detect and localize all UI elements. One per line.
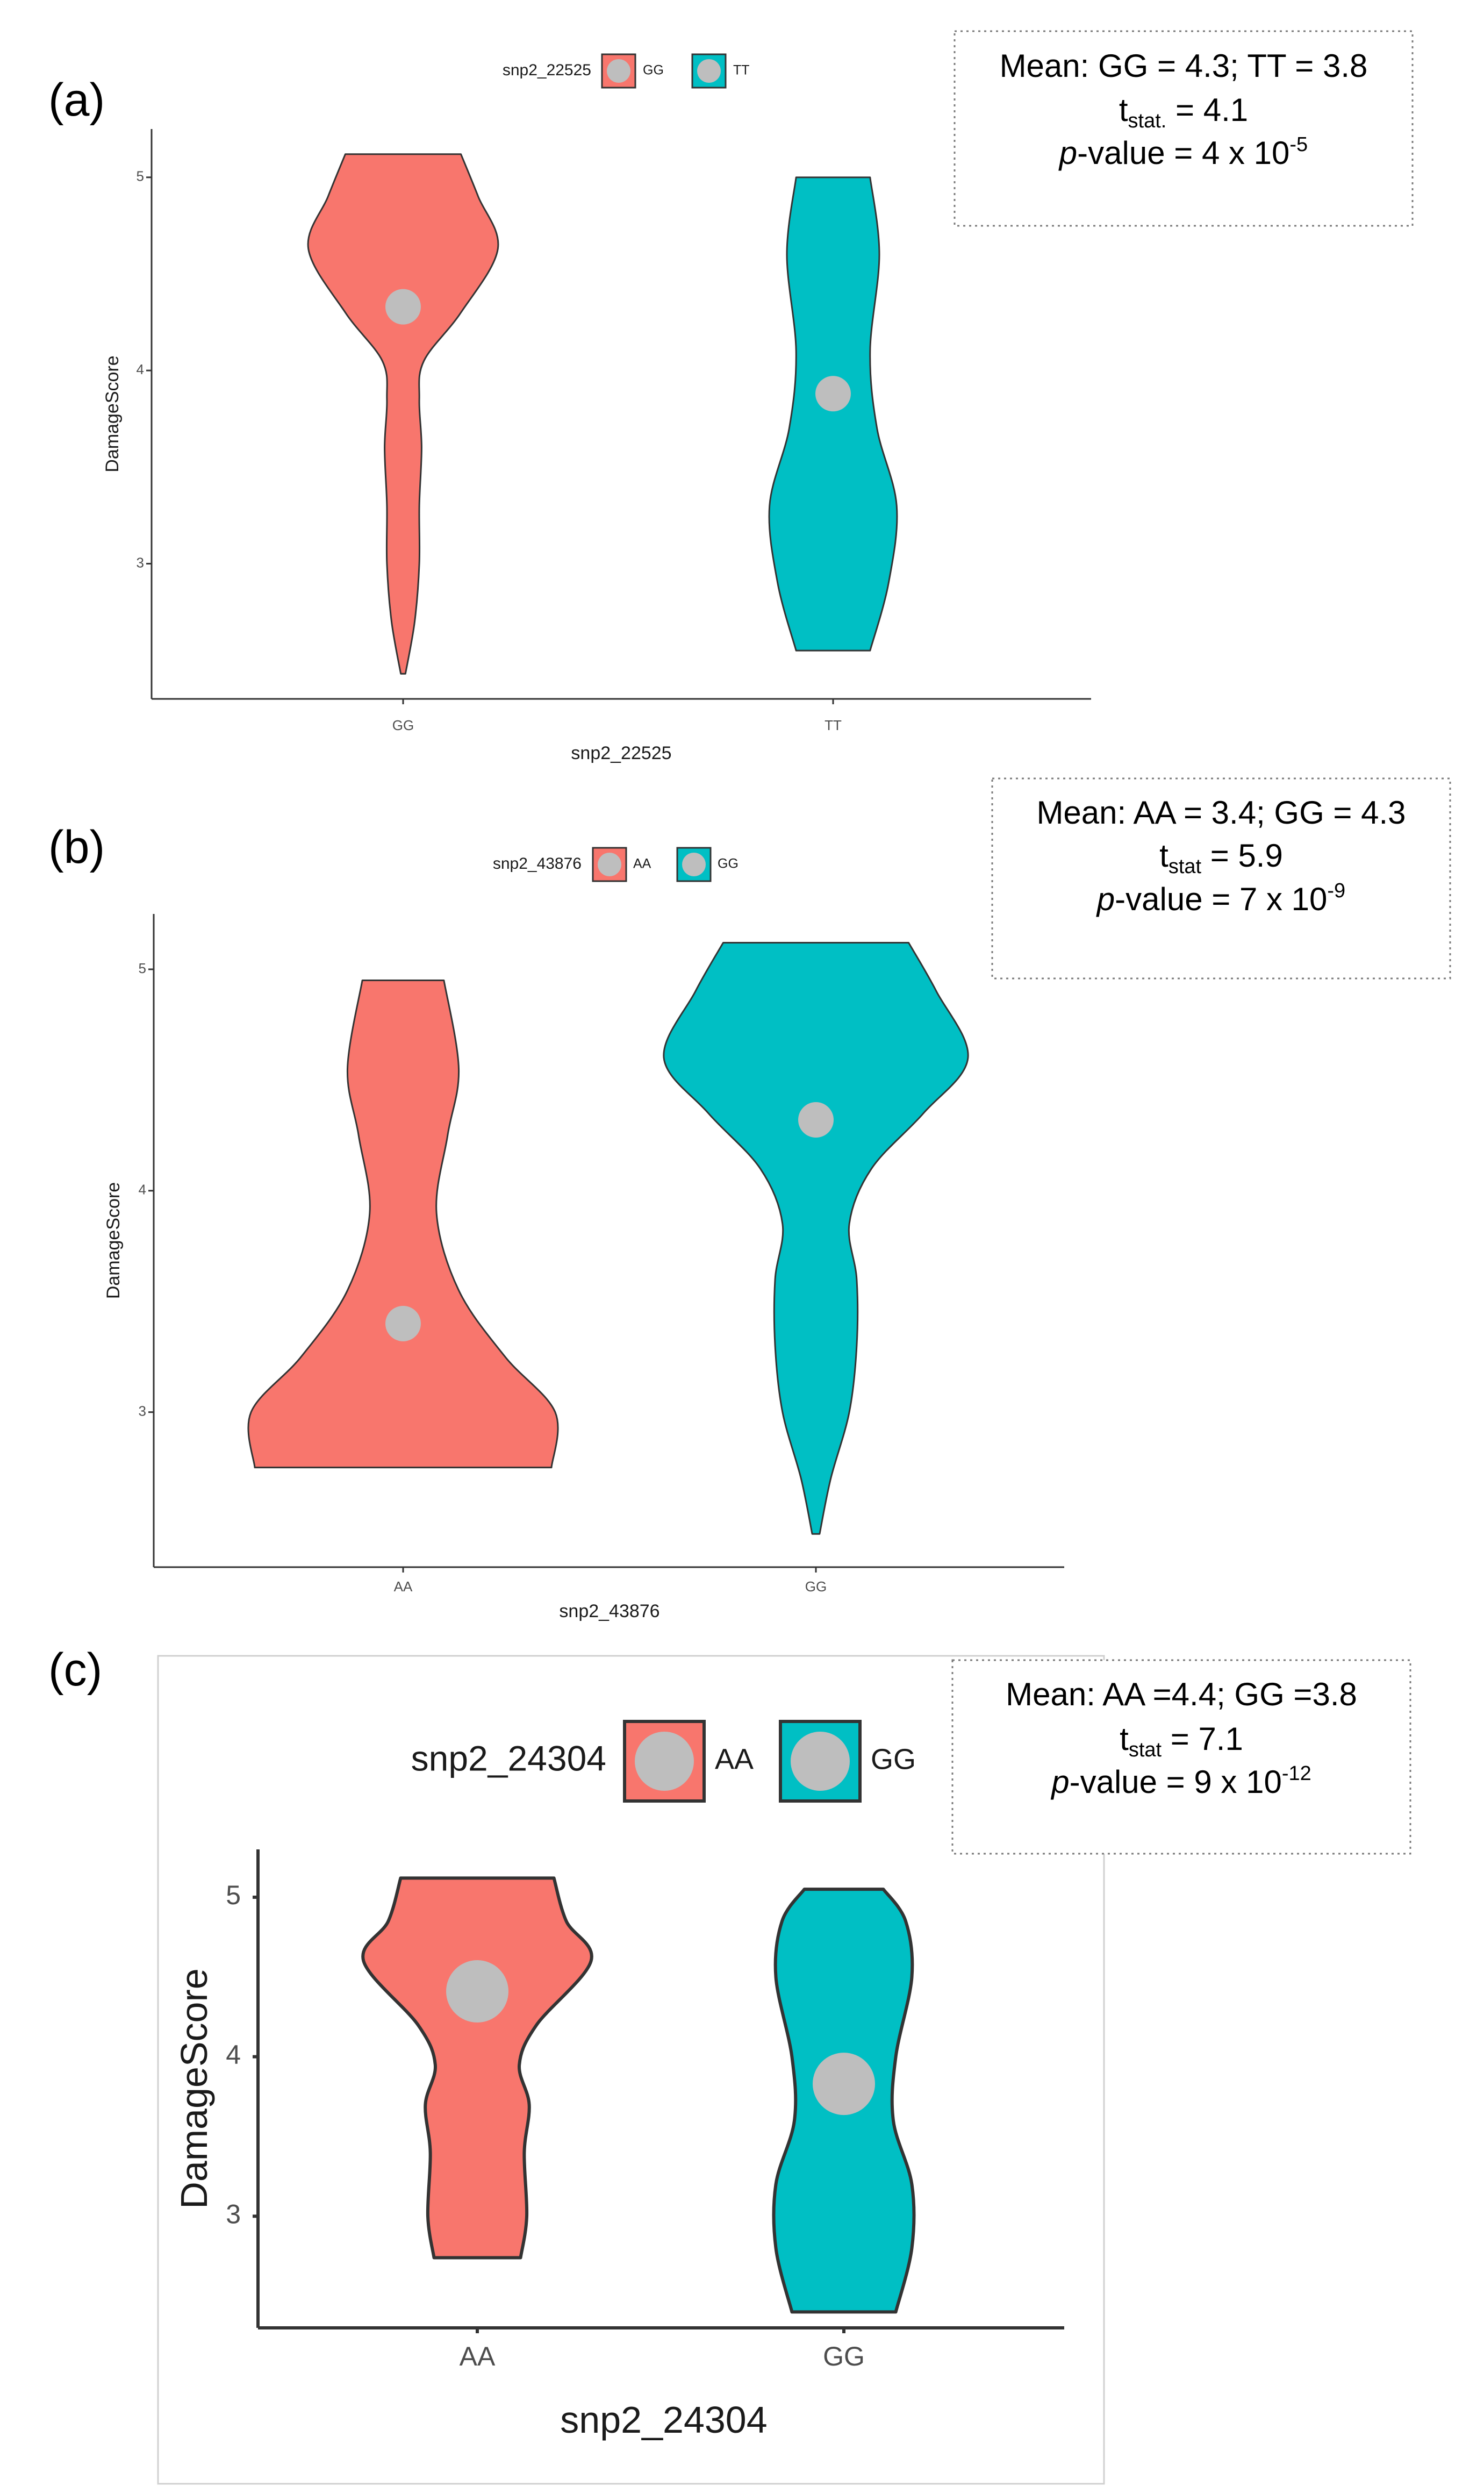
y-tick-label: 5 bbox=[139, 960, 146, 976]
panel-frame bbox=[157, 1655, 1105, 2485]
stats-mean-line: Mean: AA = 3.4; GG = 4.3 bbox=[1036, 795, 1406, 831]
t-subscript: stat bbox=[1129, 1739, 1162, 1761]
x-tick-label: AA bbox=[394, 1578, 413, 1595]
stats-annotation-box bbox=[991, 777, 1451, 980]
legend-key-mean-marker bbox=[791, 1732, 850, 1791]
legend-entry-label: GG bbox=[718, 856, 739, 871]
stats-p-line: p-value = 4 x 10-5 bbox=[1058, 133, 1308, 171]
mean-marker-aa bbox=[446, 1960, 508, 2023]
violin-aa bbox=[361, 1876, 593, 2260]
legend-key-mean-marker bbox=[682, 853, 706, 876]
y-axis-title: DamageScore bbox=[103, 1182, 124, 1299]
x-tick-label: GG bbox=[823, 2341, 865, 2371]
y-tick-label: 3 bbox=[139, 1403, 146, 1419]
violin-tt bbox=[768, 176, 898, 652]
x-tick-label: GG bbox=[392, 717, 414, 733]
stats-p-line: p-value = 7 x 10-9 bbox=[1096, 880, 1345, 917]
p-exponent: -5 bbox=[1289, 133, 1308, 156]
legend-entry-label: AA bbox=[715, 1743, 754, 1775]
mean-marker-gg bbox=[813, 2053, 875, 2116]
mean-marker-gg bbox=[798, 1102, 834, 1138]
panel-label: (b) bbox=[48, 821, 105, 873]
panel-label: (c) bbox=[48, 1644, 102, 1696]
t-subscript: stat. bbox=[1128, 110, 1167, 132]
t-symbol: t bbox=[1159, 838, 1168, 874]
mean-marker-gg bbox=[385, 289, 421, 325]
legend-entry-label: AA bbox=[633, 856, 651, 871]
y-tick-label: 5 bbox=[137, 168, 144, 184]
x-tick-label: AA bbox=[460, 2341, 496, 2371]
legend: snp2_22525 GG TT bbox=[503, 53, 750, 89]
p-value-text: -value = 9 x 10 bbox=[1070, 1764, 1282, 1800]
legend-title: snp2_22525 bbox=[503, 61, 591, 79]
legend: snp2_43876 AA GG bbox=[493, 847, 739, 882]
stats-mean-line: Mean: AA =4.4; GG =3.8 bbox=[1006, 1676, 1357, 1712]
x-axis-title: snp2_24304 bbox=[560, 2399, 767, 2441]
stats-t-line: tstat. = 4.1 bbox=[1119, 92, 1248, 132]
legend-key-mean-marker bbox=[697, 59, 721, 83]
stats-annotation-box bbox=[951, 1659, 1411, 1855]
violin-chart-panel: (b) snp2_43876 AA GG 3 4 5 AA GG snp2_43876 Damage… bbox=[48, 777, 1451, 1621]
violin-gg bbox=[663, 942, 969, 1535]
x-axis-title: snp2_22525 bbox=[571, 743, 671, 763]
y-tick-label: 4 bbox=[137, 361, 144, 377]
p-exponent: -12 bbox=[1282, 1762, 1311, 1785]
y-axis-title: DamageScore bbox=[173, 1968, 215, 2209]
legend-entry-label: TT bbox=[733, 63, 750, 78]
p-exponent: -9 bbox=[1327, 880, 1345, 902]
x-axis-title: snp2_43876 bbox=[559, 1601, 659, 1621]
legend: snp2_24304 AA GG bbox=[411, 1720, 916, 1803]
panel-label: (a) bbox=[48, 74, 105, 126]
p-value-text: -value = 7 x 10 bbox=[1115, 881, 1327, 917]
y-tick-label: 4 bbox=[139, 1182, 146, 1198]
t-symbol: t bbox=[1120, 1721, 1129, 1757]
mean-marker-tt bbox=[815, 376, 851, 412]
violin-aa bbox=[247, 980, 559, 1469]
stats-p-line: p-value = 9 x 10-12 bbox=[1050, 1762, 1311, 1800]
legend-key-mean-marker bbox=[635, 1732, 694, 1791]
legend-entry-label: GG bbox=[643, 63, 664, 78]
mean-marker-aa bbox=[385, 1305, 421, 1341]
y-tick-label: 3 bbox=[137, 554, 144, 570]
t-value: = 7.1 bbox=[1162, 1721, 1243, 1757]
t-value: = 5.9 bbox=[1201, 838, 1283, 874]
legend-title: snp2_43876 bbox=[493, 855, 582, 873]
y-tick-label: 3 bbox=[226, 2199, 241, 2229]
stats-t-line: tstat = 5.9 bbox=[1159, 838, 1283, 878]
t-value: = 4.1 bbox=[1166, 92, 1248, 128]
legend-title: snp2_24304 bbox=[411, 1738, 606, 1778]
y-axis-title: DamageScore bbox=[102, 355, 123, 472]
violin-chart-panel: (a) snp2_22525 GG TT 3 4 5 GG TT snp2_22525 Damage… bbox=[48, 30, 1414, 763]
legend-entry-label: GG bbox=[871, 1743, 916, 1775]
stats-mean-line: Mean: GG = 4.3; TT = 3.8 bbox=[1000, 48, 1368, 84]
stats-t-line: tstat = 7.1 bbox=[1120, 1721, 1243, 1761]
p-symbol: p bbox=[1096, 881, 1115, 917]
legend-key-mean-marker bbox=[598, 853, 621, 876]
violin-chart-panel: (c) snp2_24304 AA GG 3 4 5 AA GG snp2_24304 Damage… bbox=[48, 1644, 1411, 2485]
y-tick-label: 5 bbox=[226, 1880, 241, 1910]
t-subscript: stat bbox=[1168, 855, 1202, 878]
x-tick-label: TT bbox=[825, 717, 842, 733]
x-tick-label: GG bbox=[805, 1578, 827, 1595]
legend-key-mean-marker bbox=[607, 59, 630, 83]
p-value-text: -value = 4 x 10 bbox=[1077, 135, 1289, 171]
y-tick-label: 4 bbox=[226, 2040, 241, 2070]
t-symbol: t bbox=[1119, 92, 1128, 128]
violin-gg bbox=[307, 153, 499, 675]
p-symbol: p bbox=[1058, 135, 1077, 171]
p-symbol: p bbox=[1050, 1764, 1069, 1800]
stats-annotation-box bbox=[954, 30, 1414, 227]
